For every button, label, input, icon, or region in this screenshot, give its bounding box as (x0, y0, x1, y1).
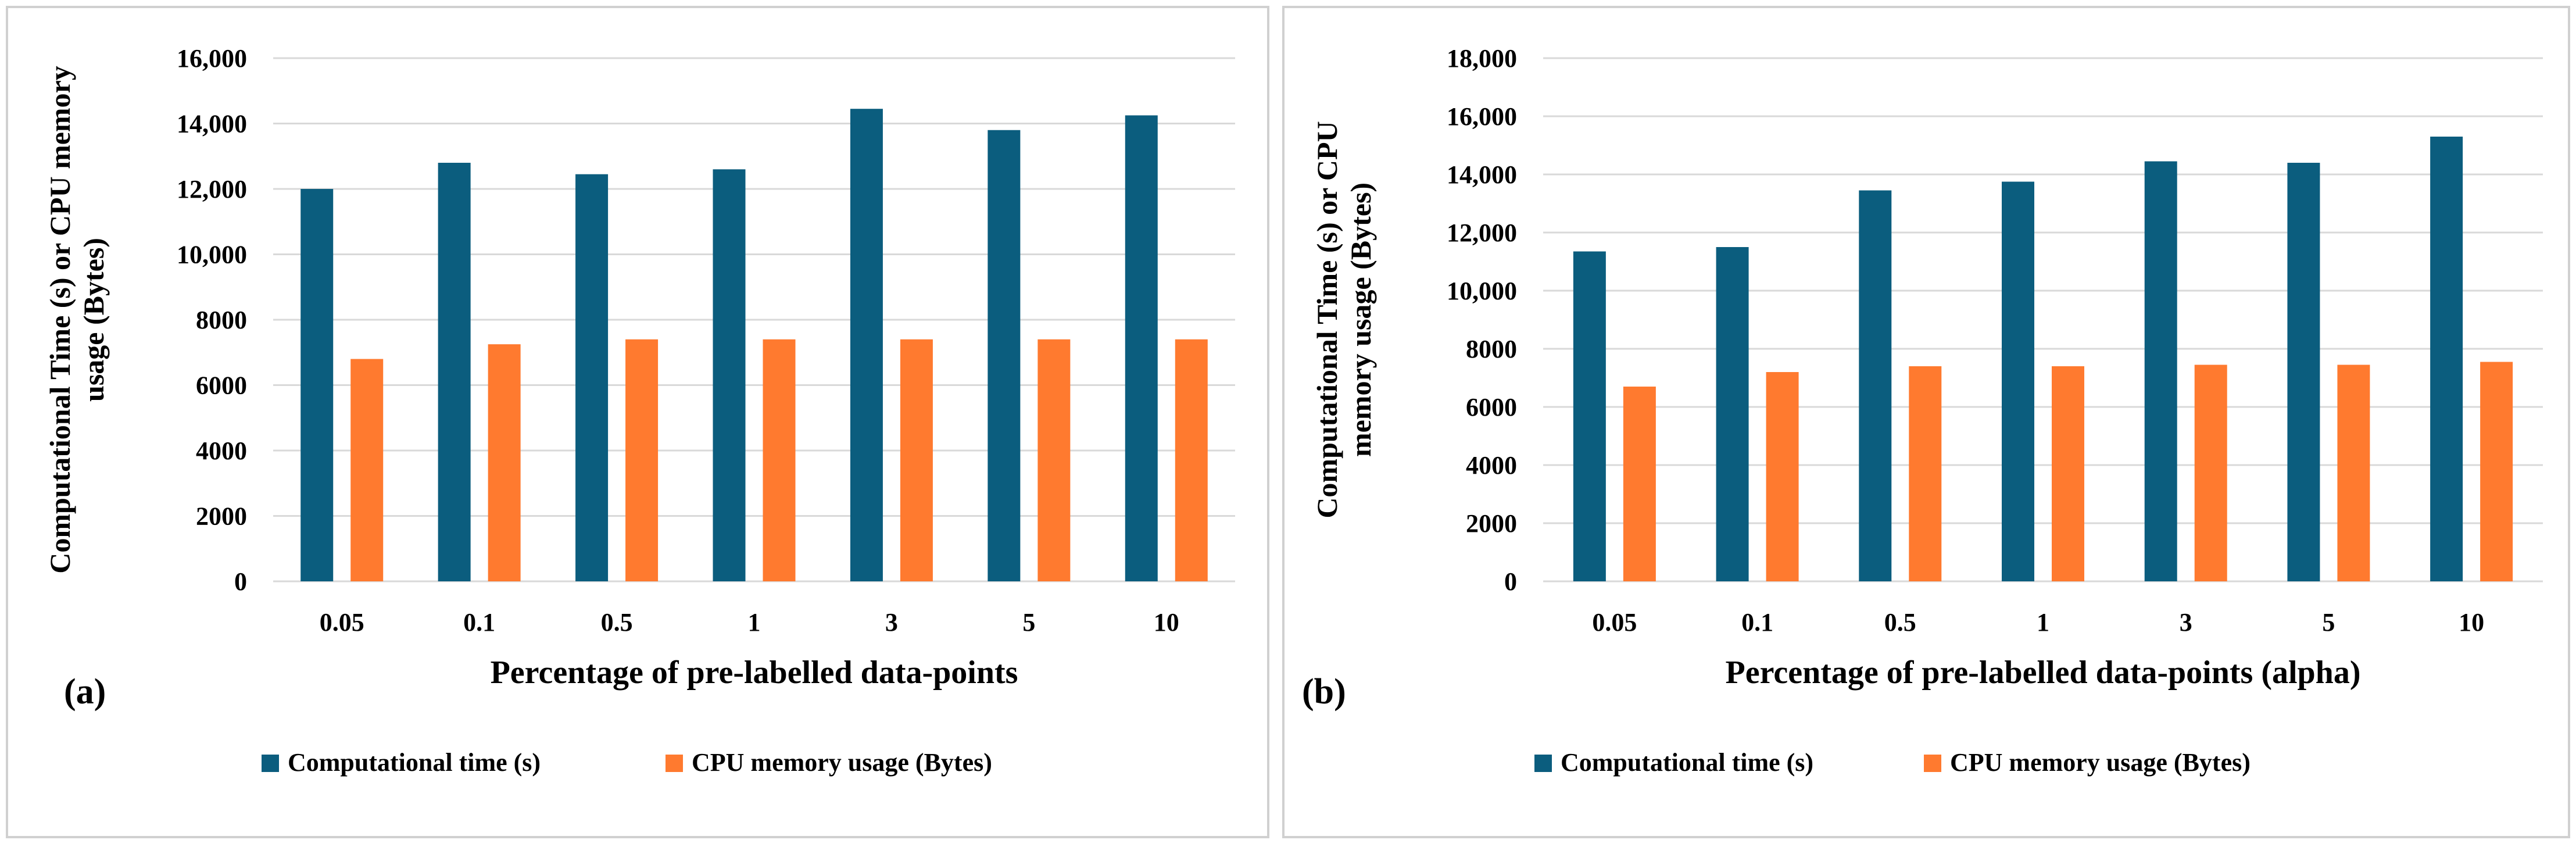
bar-computational-time (1125, 115, 1158, 581)
y-tick-label: 14,000 (177, 110, 247, 138)
bar-computational-time (438, 163, 471, 581)
y-tick-label: 0 (234, 567, 247, 596)
y-tick-label: 12,000 (177, 175, 247, 203)
y-axis-label: Computational Time (s) or CPUmemory usag… (1311, 121, 1377, 518)
bar-computational-time (2430, 137, 2463, 581)
x-tick-label: 1 (2037, 608, 2049, 637)
y-tick-label: 6000 (196, 371, 247, 400)
bar-cpu-memory (1175, 339, 1208, 581)
chart-panel-b: 0 2000 4000 6000 8000 10,000 12,000 14,000 16,00… (1282, 6, 2570, 838)
y-tick-label: 2000 (1466, 509, 1517, 538)
bar-cpu-memory (2337, 364, 2370, 581)
bar-computational-time (713, 169, 746, 581)
x-tick-label: 10 (2459, 608, 2484, 637)
x-tick-label: 0.1 (463, 608, 495, 637)
y-tick-label: 8000 (196, 306, 247, 334)
chart-panel-a: 0 2000 4000 6000 8000 10,000 12,000 14,000 16,00… (6, 6, 1269, 838)
bar-cpu-memory (350, 359, 384, 581)
y-tick-label: 10,000 (177, 241, 247, 269)
x-tick-label: 5 (1022, 608, 1035, 637)
x-tick-label: 0.5 (601, 608, 633, 637)
bar-computational-time (2002, 181, 2034, 581)
x-tick-label: 3 (885, 608, 898, 637)
bar-cpu-memory (625, 339, 659, 581)
bar-computational-time (988, 130, 1021, 581)
bar-computational-time (1716, 247, 1749, 581)
bar-cpu-memory (2052, 366, 2084, 581)
legend-label: CPU memory usage (Bytes) (1950, 748, 2251, 777)
x-tick-label: 5 (2322, 608, 2335, 637)
bar-cpu-memory (2194, 364, 2227, 581)
y-tick-label: 4000 (1466, 451, 1517, 480)
bar-computational-time (1859, 190, 1892, 581)
x-tick-label: 0.05 (320, 608, 364, 637)
y-tick-label: 2000 (196, 502, 247, 531)
y-tick-label: 14,000 (1447, 160, 1517, 189)
x-tick-label: 3 (2180, 608, 2192, 637)
bar-cpu-memory (1037, 339, 1071, 581)
y-tick-label: 0 (1504, 567, 1517, 596)
legend-swatch-computational-time (1534, 755, 1552, 772)
bar-cpu-memory (488, 344, 521, 581)
legend-label: Computational time (s) (288, 748, 541, 777)
y-tick-label: 4000 (196, 437, 247, 465)
panel-label: (b) (1302, 672, 1346, 712)
panel-label: (a) (64, 672, 106, 712)
legend-label: CPU memory usage (Bytes) (692, 748, 992, 777)
x-axis-label: Percentage of pre-labelled data-points (491, 655, 1018, 691)
x-tick-label: 1 (748, 608, 761, 637)
x-axis-label: Percentage of pre-labelled data-points (… (1726, 655, 2361, 691)
bar-computational-time (2287, 163, 2320, 581)
legend-swatch-cpu-memory (1924, 755, 1941, 772)
bar-cpu-memory (900, 339, 933, 581)
legend-swatch-computational-time (262, 755, 279, 772)
y-tick-label: 12,000 (1447, 219, 1517, 247)
y-tick-label: 6000 (1466, 393, 1517, 421)
y-axis-label: Computational Time (s) or CPU memoryusag… (44, 66, 110, 574)
y-tick-label: 8000 (1466, 335, 1517, 363)
y-tick-label: 16,000 (1447, 102, 1517, 131)
legend-label: Computational time (s) (1561, 748, 1813, 777)
bar-cpu-memory (2480, 362, 2513, 581)
x-tick-label: 0.5 (1884, 608, 1916, 637)
y-tick-label: 10,000 (1447, 277, 1517, 305)
y-tick-label: 18,000 (1447, 44, 1517, 73)
x-tick-label: 0.1 (1741, 608, 1773, 637)
x-tick-label: 10 (1154, 608, 1179, 637)
bar-cpu-memory (1909, 366, 1942, 581)
panel-border (1282, 6, 2570, 838)
bar-cpu-memory (1623, 387, 1656, 581)
bar-computational-time (850, 109, 883, 581)
y-tick-label: 16,000 (177, 44, 247, 73)
bar-computational-time (575, 174, 609, 581)
bar-computational-time (1573, 251, 1606, 581)
bar-cpu-memory (1766, 372, 1799, 581)
panel-border (6, 6, 1269, 838)
legend-swatch-cpu-memory (666, 755, 683, 772)
x-tick-label: 0.05 (1592, 608, 1637, 637)
bar-cpu-memory (763, 339, 796, 581)
bar-computational-time (2144, 161, 2177, 581)
bar-computational-time (300, 189, 334, 581)
